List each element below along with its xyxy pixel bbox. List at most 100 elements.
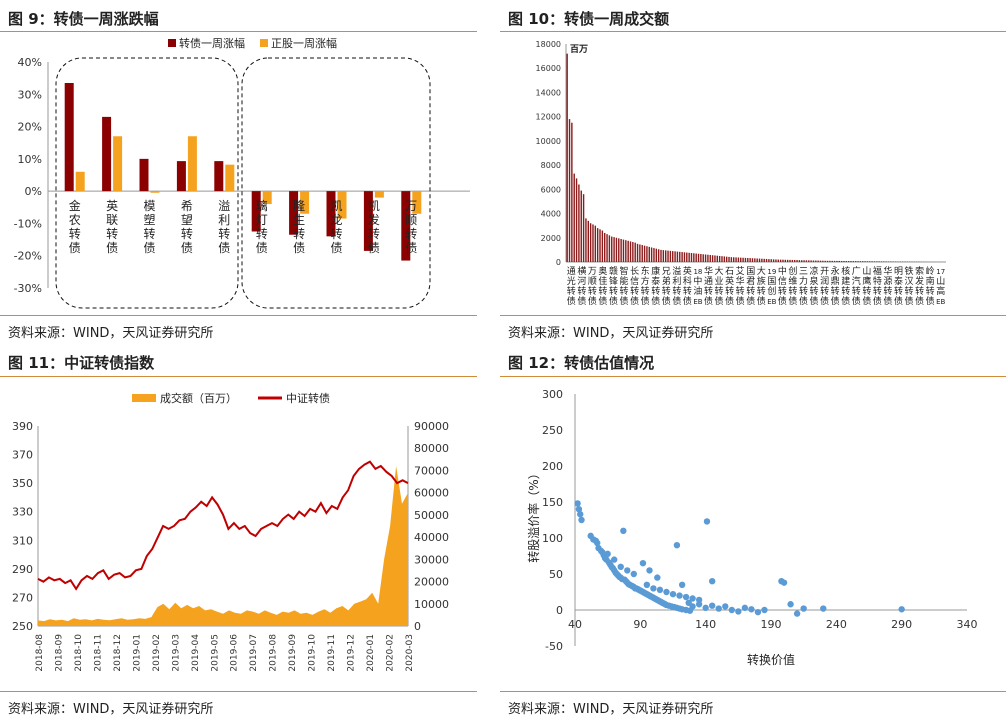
category-label: 创	[788, 265, 797, 277]
bar	[702, 254, 704, 262]
category-label: 金	[69, 198, 81, 213]
category-label: 中	[693, 275, 702, 287]
bar	[587, 220, 589, 262]
category-label: 债	[778, 295, 787, 307]
x-tick-label: 2020-02	[386, 634, 396, 672]
category-label: 鹰	[862, 275, 871, 287]
y-tick-label: 50	[549, 568, 563, 581]
category-label: 转	[757, 285, 766, 297]
bar	[580, 190, 582, 262]
category-label: 转	[852, 285, 861, 297]
bar	[742, 257, 744, 262]
category-label: 农	[69, 213, 81, 227]
category-label: 转	[820, 285, 829, 297]
chart-3: 390 370 350 330 310 290 270 250 90000 80000 70000 6…	[12, 391, 449, 672]
category-label: 债	[873, 295, 882, 307]
x-tick-label: 2019-02	[152, 634, 162, 672]
category-label: 转	[598, 285, 607, 297]
category-label: 转	[683, 285, 692, 297]
bar	[596, 228, 599, 262]
y-left-tick-label: 370	[12, 449, 33, 462]
category-label: 灯	[256, 213, 268, 227]
scatter-point	[735, 608, 742, 615]
title-rule-1	[0, 31, 477, 32]
bar	[568, 119, 571, 262]
category-label: 债	[588, 295, 597, 307]
bar	[582, 194, 585, 262]
bar	[648, 246, 650, 262]
bar	[634, 242, 636, 262]
category-label: 发	[915, 275, 924, 287]
bar	[887, 261, 890, 262]
category-label: 转	[715, 285, 724, 297]
bar	[765, 258, 768, 262]
scatter-point	[741, 604, 749, 612]
y-right-tick-label: 80000	[414, 442, 449, 455]
bar	[716, 255, 718, 262]
scatter-point	[722, 603, 729, 610]
category-label: 债	[746, 295, 755, 307]
bar	[655, 248, 658, 262]
y-left-tick-label: 350	[12, 477, 33, 490]
category-label: 南	[926, 275, 935, 287]
bar-stock	[412, 191, 422, 214]
category-label: 债	[609, 295, 618, 307]
category-label: 转	[778, 285, 787, 297]
category-label: 源	[883, 276, 892, 287]
category-label: 汉	[905, 276, 914, 287]
category-label: 铁	[905, 265, 914, 277]
y-tick-label: -30%	[14, 282, 42, 295]
category-label: 汽	[852, 275, 861, 287]
bar-bond	[139, 158, 149, 192]
x-tick-label: 140	[695, 618, 716, 631]
scatter-point	[695, 601, 703, 608]
category-label: 债	[862, 295, 871, 307]
category-label: 转	[905, 285, 914, 297]
category-label: 债	[69, 241, 81, 255]
bar	[838, 260, 840, 262]
category-label: 华	[704, 265, 713, 277]
bar	[777, 259, 779, 262]
category-label: 智	[620, 265, 629, 277]
category-label: 华	[736, 275, 745, 287]
bar	[857, 261, 859, 262]
category-label: 力	[799, 275, 808, 287]
y-left-tick-label: 290	[12, 563, 33, 576]
unit-label: 百万	[570, 44, 588, 55]
bar	[625, 240, 627, 262]
category-label: 利	[672, 275, 681, 287]
x-tick-label: 2019-09	[288, 634, 298, 672]
category-label: 横	[577, 265, 586, 277]
chart-title-3: 图 11：中证转债指数	[8, 354, 155, 372]
scatter-point	[780, 579, 788, 586]
bar	[679, 251, 681, 262]
bar	[812, 260, 815, 262]
category-label: 转	[588, 285, 597, 297]
scatter-point	[663, 588, 670, 596]
bar	[728, 256, 730, 262]
category-label: 转	[799, 285, 808, 297]
category-label: 债	[368, 241, 380, 255]
y-tick-label: 10%	[18, 153, 42, 166]
category-label: 转	[567, 285, 576, 297]
bar	[639, 244, 641, 262]
bar	[632, 242, 634, 262]
x-tick-label: 90	[633, 618, 647, 631]
y-tick-label: 300	[542, 388, 563, 401]
category-label: 转	[405, 226, 417, 241]
category-label: 东	[641, 265, 650, 277]
bar	[674, 251, 676, 262]
bar	[817, 260, 819, 262]
bar-stock	[262, 191, 272, 205]
category-label: 艾	[736, 266, 745, 277]
bar	[831, 260, 833, 262]
source-rule-1	[0, 315, 477, 316]
x-tick-label: 2019-06	[230, 634, 240, 672]
scatter-point	[787, 601, 794, 608]
scatter-point	[673, 542, 681, 549]
y-tick-label: 2000	[541, 234, 561, 243]
bar-bond	[251, 191, 261, 232]
y-tick-label: 12000	[536, 113, 561, 122]
bar	[794, 260, 796, 262]
bar	[892, 261, 894, 262]
